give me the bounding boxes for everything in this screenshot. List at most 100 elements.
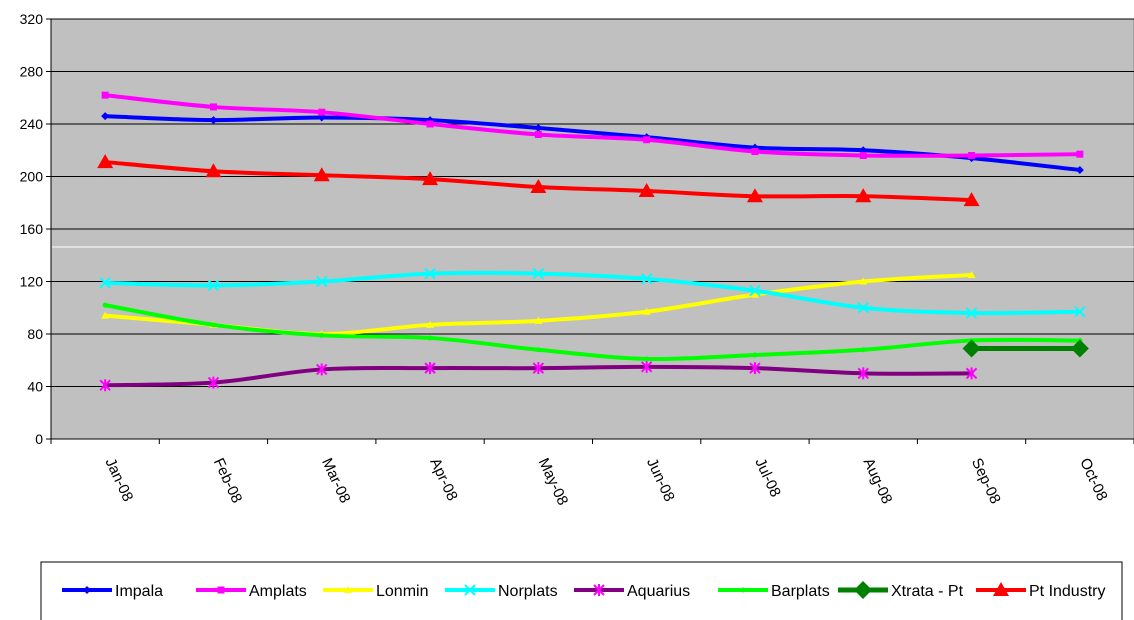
marker-point [99, 277, 111, 289]
legend-item-lonmin: Lonmin [323, 583, 428, 600]
marker-point [83, 586, 91, 594]
legend-label: Xtrata - Pt [891, 583, 964, 600]
marker-point [99, 379, 111, 392]
y-axis: 0 40 80 120 160 200 240 280 320 [20, 11, 52, 447]
legend-item-impala: Impala [62, 583, 163, 600]
legend-label: Norplats [498, 583, 558, 600]
marker-point [319, 332, 325, 338]
marker-point [751, 148, 759, 156]
marker-point [210, 322, 216, 328]
series-amplats [101, 91, 1084, 159]
marker-point [860, 347, 866, 353]
marker-point [643, 136, 651, 144]
y-tick-label: 80 [27, 326, 43, 342]
marker-point [640, 273, 653, 285]
marker-point [1070, 339, 1089, 358]
series-line-amplats [103, 93, 1082, 158]
marker-point [534, 131, 542, 138]
marker-point [859, 277, 868, 285]
x-tick-label: Sep-08 [968, 456, 1004, 507]
marker-point [97, 154, 114, 169]
marker-point [534, 316, 543, 324]
marker-point [965, 307, 978, 319]
marker-point [534, 123, 543, 132]
marker-point [101, 91, 109, 99]
legend-item-norplats: Norplats [445, 583, 558, 600]
marker-point [963, 192, 980, 207]
y-tick-label: 0 [35, 431, 43, 447]
y-tick-label: 160 [20, 221, 44, 237]
marker-point [426, 320, 435, 328]
marker-point [530, 179, 547, 193]
x-tick-label: Jul-08 [751, 456, 784, 500]
marker-point [1075, 165, 1084, 174]
legend-item-amplats: Amplats [196, 583, 307, 600]
marker-point [993, 582, 1009, 596]
series-norplats [99, 267, 1086, 319]
legend-label: Barplats [771, 583, 830, 600]
series-line-impala [103, 114, 1082, 172]
marker-point [424, 267, 436, 280]
marker-point [209, 116, 218, 125]
series-line-norplats [103, 270, 1082, 316]
marker-point [101, 112, 110, 121]
marker-point [968, 152, 976, 159]
marker-point [749, 284, 761, 297]
marker-point [750, 290, 759, 298]
series-xtrata-pt [962, 339, 1089, 358]
marker-point [1074, 305, 1086, 318]
marker-point [749, 362, 761, 375]
marker-point [638, 182, 655, 197]
marker-point [422, 171, 439, 186]
marker-point [209, 103, 217, 111]
marker-point [752, 352, 758, 358]
series-pt-industry [97, 154, 980, 207]
marker-point [217, 586, 225, 594]
y-tick-label: 40 [27, 379, 43, 395]
marker-point [854, 581, 872, 599]
legend-label: Lonmin [376, 583, 428, 600]
marker-point [644, 356, 650, 362]
y-tick-label: 120 [20, 274, 44, 290]
marker-point [313, 167, 330, 182]
x-tick-label: Aug-08 [860, 456, 896, 507]
marker-point [532, 362, 545, 375]
legend-item-xtrata-pt: Xtrata - Pt [838, 581, 964, 600]
marker-point [318, 108, 326, 116]
marker-point [316, 363, 328, 376]
x-tick-label: May-08 [535, 456, 572, 509]
legend-item-barplats: Barplats [718, 583, 830, 600]
legend-item-pt-industry: Pt Industry [976, 582, 1105, 600]
marker-point [532, 267, 545, 280]
marker-point [424, 362, 436, 375]
legend-label: Pt Industry [1029, 583, 1105, 600]
marker-point [464, 584, 476, 596]
legend-label: Impala [115, 583, 163, 600]
marker-point [593, 584, 605, 596]
marker-point [207, 279, 220, 292]
marker-point [740, 587, 746, 593]
marker-point [316, 275, 328, 288]
y-tick-label: 320 [20, 11, 44, 27]
x-tick-label: Apr-08 [426, 456, 460, 504]
y-tick-label: 240 [20, 116, 44, 132]
legend-items: Impala Amplats Lonmin Norplats Aquarius Barpl… [62, 581, 1105, 600]
x-tick-label: Jun-08 [643, 456, 678, 505]
series-impala [101, 112, 1084, 174]
x-tick-label: Feb-08 [210, 456, 245, 506]
marker-point [101, 311, 110, 319]
marker-point [427, 335, 433, 341]
marker-point [426, 120, 434, 128]
marker-point [207, 376, 220, 389]
legend-label: Aquarius [627, 583, 690, 600]
marker-point [857, 302, 869, 314]
gridlines [51, 18, 1134, 387]
x-tick-label: Oct-08 [1076, 456, 1110, 504]
marker-point [855, 188, 872, 203]
marker-point [967, 270, 976, 278]
marker-point [535, 347, 541, 353]
marker-point [640, 360, 653, 373]
y-tick-label: 200 [20, 169, 44, 185]
marker-point [962, 339, 981, 358]
legend-label: Amplats [249, 583, 307, 600]
